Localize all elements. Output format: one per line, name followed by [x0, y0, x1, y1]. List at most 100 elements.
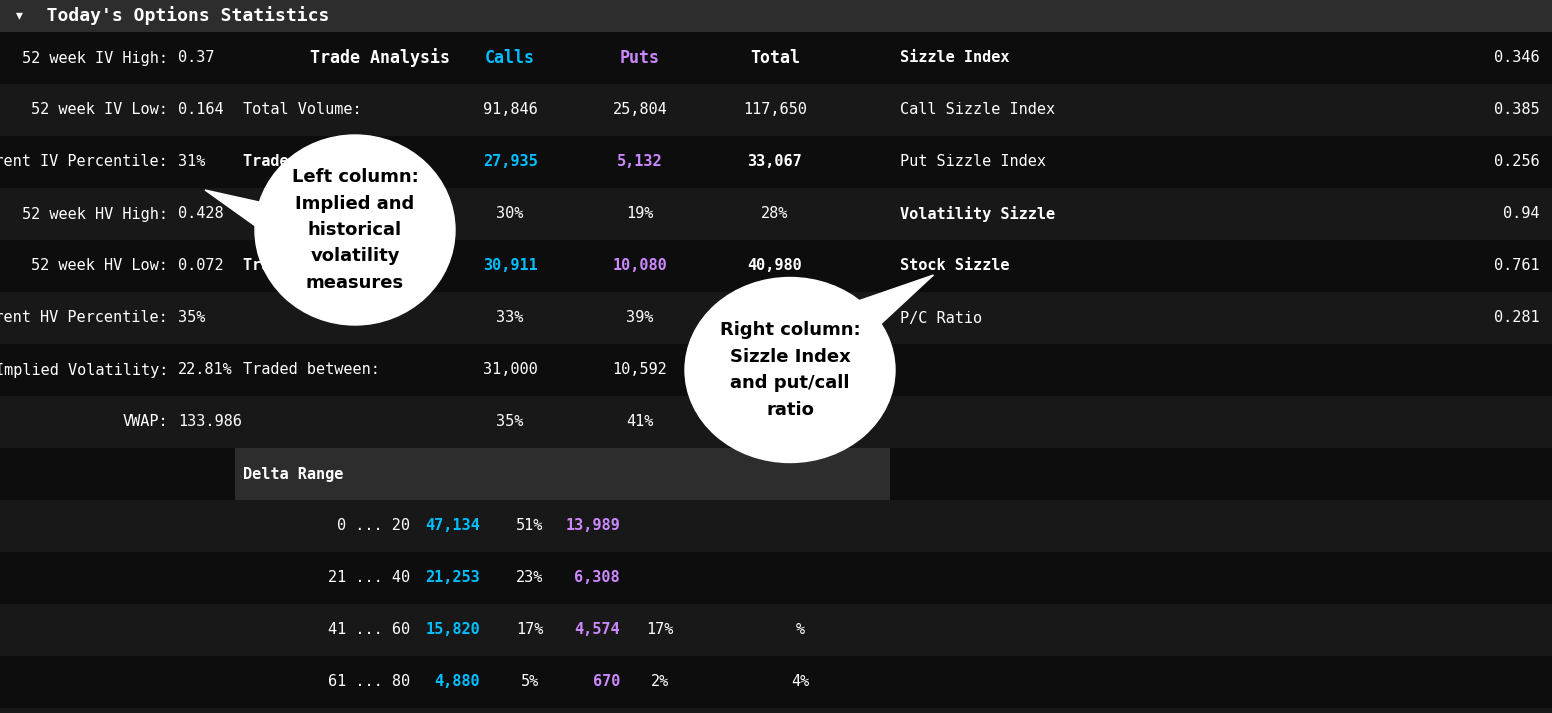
Text: Stock Sizzle: Stock Sizzle	[900, 259, 1009, 274]
Text: 52 week IV Low:: 52 week IV Low:	[31, 103, 168, 118]
Text: Total Volume:: Total Volume:	[244, 103, 362, 118]
FancyBboxPatch shape	[889, 344, 1552, 396]
Text: 31%: 31%	[178, 155, 205, 170]
FancyBboxPatch shape	[0, 344, 234, 396]
Text: 34%: 34%	[762, 310, 788, 326]
FancyBboxPatch shape	[889, 188, 1552, 240]
Polygon shape	[205, 190, 295, 240]
Text: 4,880: 4,880	[435, 674, 480, 689]
Text: 2%: 2%	[650, 674, 669, 689]
Text: 0.164: 0.164	[178, 103, 223, 118]
FancyBboxPatch shape	[234, 552, 889, 604]
Ellipse shape	[684, 277, 896, 463]
Text: VWAP:: VWAP:	[123, 414, 168, 429]
Text: 31,000: 31,000	[483, 362, 537, 377]
FancyBboxPatch shape	[234, 500, 889, 552]
FancyBboxPatch shape	[889, 500, 1552, 552]
FancyBboxPatch shape	[0, 240, 234, 292]
FancyBboxPatch shape	[234, 448, 889, 500]
Text: 30%: 30%	[497, 207, 523, 222]
Text: Call Sizzle Index: Call Sizzle Index	[900, 103, 1055, 118]
Text: Traded at Ask:: Traded at Ask:	[244, 259, 371, 274]
Text: Traded at Bid:: Traded at Bid:	[244, 155, 371, 170]
Text: Current HV Percentile:: Current HV Percentile:	[0, 310, 168, 326]
Text: 5,132: 5,132	[618, 155, 663, 170]
Text: 41 ... 60: 41 ... 60	[327, 622, 410, 637]
Text: Implied Volatility:: Implied Volatility:	[0, 362, 168, 377]
Text: 0.281: 0.281	[1495, 310, 1540, 326]
Text: 33%: 33%	[497, 310, 523, 326]
Ellipse shape	[255, 135, 455, 325]
FancyBboxPatch shape	[234, 32, 889, 84]
FancyBboxPatch shape	[889, 552, 1552, 604]
Text: 133.986: 133.986	[178, 414, 242, 429]
Text: 13,989: 13,989	[565, 518, 619, 533]
Text: Traded between:: Traded between:	[244, 362, 380, 377]
FancyBboxPatch shape	[889, 240, 1552, 292]
Text: Puts: Puts	[619, 49, 660, 67]
Text: 19%: 19%	[627, 207, 653, 222]
FancyBboxPatch shape	[0, 500, 234, 552]
Polygon shape	[832, 275, 933, 340]
FancyBboxPatch shape	[0, 656, 234, 708]
Text: 0.256: 0.256	[1495, 155, 1540, 170]
FancyBboxPatch shape	[0, 708, 234, 713]
Text: 30,911: 30,911	[483, 259, 537, 274]
Text: 0.346: 0.346	[1495, 51, 1540, 66]
Text: 10,592: 10,592	[613, 362, 667, 377]
Text: 0.072: 0.072	[178, 259, 223, 274]
Text: 10,080: 10,080	[613, 259, 667, 274]
FancyBboxPatch shape	[889, 448, 1552, 500]
Text: 47,134: 47,134	[425, 518, 480, 533]
Text: Calls: Calls	[484, 49, 535, 67]
Text: 25,804: 25,804	[613, 103, 667, 118]
Text: 0.761: 0.761	[1495, 259, 1540, 274]
FancyBboxPatch shape	[234, 188, 889, 240]
Text: 52 week IV High:: 52 week IV High:	[22, 51, 168, 66]
Text: 0.428: 0.428	[178, 207, 223, 222]
FancyBboxPatch shape	[0, 396, 234, 448]
Text: 51%: 51%	[517, 518, 543, 533]
Text: 61 ... 80: 61 ... 80	[327, 674, 410, 689]
FancyBboxPatch shape	[0, 604, 234, 656]
FancyBboxPatch shape	[0, 448, 234, 500]
FancyBboxPatch shape	[889, 396, 1552, 448]
FancyBboxPatch shape	[234, 240, 889, 292]
Text: ▾  Today's Options Statistics: ▾ Today's Options Statistics	[14, 6, 329, 26]
FancyBboxPatch shape	[889, 656, 1552, 708]
Text: Delta Range: Delta Range	[244, 466, 343, 481]
Text: 52 week HV High:: 52 week HV High:	[22, 207, 168, 222]
Text: 23%: 23%	[517, 570, 543, 585]
Text: Right column:
Sizzle Index
and put/call
ratio: Right column: Sizzle Index and put/call …	[720, 322, 860, 419]
FancyBboxPatch shape	[234, 136, 889, 188]
FancyBboxPatch shape	[0, 552, 234, 604]
FancyBboxPatch shape	[234, 292, 889, 344]
Text: 28%: 28%	[762, 207, 788, 222]
FancyBboxPatch shape	[234, 604, 889, 656]
Text: P/C Ratio: P/C Ratio	[900, 310, 982, 326]
Text: 43,603: 43,603	[748, 362, 802, 377]
Text: Current IV Percentile:: Current IV Percentile:	[0, 155, 168, 170]
FancyBboxPatch shape	[0, 292, 234, 344]
FancyBboxPatch shape	[0, 84, 234, 136]
Text: 0.385: 0.385	[1495, 103, 1540, 118]
Text: 39%: 39%	[627, 310, 653, 326]
Text: Put Sizzle Index: Put Sizzle Index	[900, 155, 1046, 170]
Text: 0 ... 20: 0 ... 20	[337, 518, 410, 533]
Text: 117,650: 117,650	[743, 103, 807, 118]
Text: 21,253: 21,253	[425, 570, 480, 585]
FancyBboxPatch shape	[889, 84, 1552, 136]
Text: 91,846: 91,846	[483, 103, 537, 118]
Text: 0.94: 0.94	[1504, 207, 1540, 222]
Text: 15,820: 15,820	[425, 622, 480, 637]
Text: Sizzle Index: Sizzle Index	[900, 51, 1009, 66]
Text: 5%: 5%	[521, 674, 539, 689]
Text: Volatility Sizzle: Volatility Sizzle	[900, 206, 1055, 222]
Text: 21 ... 40: 21 ... 40	[327, 570, 410, 585]
Text: %: %	[796, 622, 804, 637]
Text: 40,980: 40,980	[748, 259, 802, 274]
Text: 17%: 17%	[646, 622, 674, 637]
Text: Trade Analysis: Trade Analysis	[310, 48, 450, 68]
FancyBboxPatch shape	[889, 136, 1552, 188]
Text: Total: Total	[750, 49, 799, 67]
